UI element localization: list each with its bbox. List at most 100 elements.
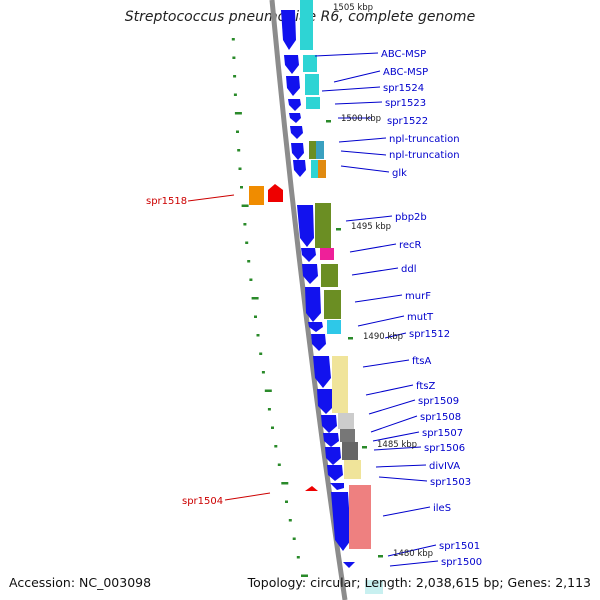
gene-arrow — [297, 205, 314, 247]
gene-arrow — [288, 99, 301, 111]
tick-mark — [232, 56, 236, 59]
gene-arrow — [305, 287, 321, 322]
gene-label: ABC-MSP — [383, 67, 428, 78]
tick-mark — [296, 556, 300, 559]
scale-label: 1485 kbp — [377, 440, 417, 450]
tick-mark — [259, 352, 263, 355]
gene-label: spr1504 — [182, 496, 223, 507]
gene-label: mutT — [407, 312, 434, 323]
tick-mark — [326, 120, 331, 123]
feature-box — [309, 141, 316, 159]
gene-arrow — [301, 248, 316, 262]
gene-arrow — [268, 184, 283, 202]
gene-label: spr1509 — [418, 396, 459, 407]
feature-box — [321, 264, 338, 287]
gene-label: murF — [405, 291, 431, 302]
feature-box — [316, 141, 324, 159]
gene-arrow — [302, 264, 318, 284]
tick-mark — [261, 371, 265, 374]
gene-label: spr1524 — [383, 83, 424, 94]
tick-marks — [231, 38, 383, 577]
gene-label: ileS — [433, 503, 451, 514]
gene-label: ftsA — [412, 356, 431, 367]
tick-mark — [231, 38, 235, 41]
gene-arrow — [289, 113, 301, 123]
tick-mark — [234, 112, 242, 115]
tick-mark — [238, 167, 242, 170]
feature-box — [332, 356, 348, 413]
tick-mark — [241, 204, 249, 207]
gene-label: ftsZ — [416, 381, 435, 392]
gene-arrow — [293, 160, 306, 177]
right-gene-labels: ABC-MSP ABC-MSP spr1524 spr1523 spr1522 … — [381, 49, 482, 568]
tick-mark — [233, 75, 237, 78]
gene-label: npl-truncation — [389, 150, 460, 161]
left-gene-labels: spr1518 spr1504 — [146, 196, 223, 507]
tick-mark — [247, 260, 251, 263]
gene-label: spr1506 — [424, 443, 465, 454]
gene-label: spr1512 — [409, 329, 450, 340]
gene-label: spr1503 — [430, 477, 471, 488]
gene-label: spr1508 — [420, 412, 461, 423]
topology-text: Topology: circular; Length: 2,038,615 bp… — [247, 575, 591, 590]
gene-label: spr1518 — [146, 196, 187, 207]
tick-mark — [301, 574, 308, 577]
feature-box — [305, 74, 319, 95]
tick-mark — [240, 186, 243, 189]
scale-label: 1480 kbp — [393, 549, 433, 559]
genome-backbone — [269, 0, 348, 600]
gene-arrow — [290, 126, 303, 139]
feature-box — [311, 160, 318, 178]
scale-label: 1495 kbp — [351, 222, 391, 232]
feature-box — [324, 290, 341, 319]
feature-box — [303, 55, 317, 72]
gene-arrow — [327, 465, 343, 481]
gene-arrow — [281, 10, 296, 50]
gene-label: glk — [392, 168, 407, 179]
feature-box — [342, 442, 358, 460]
tick-mark — [285, 500, 288, 503]
tick-mark — [264, 389, 272, 392]
feature-box — [349, 485, 371, 549]
tick-mark — [256, 334, 260, 337]
tick-mark — [243, 223, 247, 226]
gene-arrow — [317, 389, 334, 414]
forward-gene-arrows — [281, 10, 355, 568]
tick-mark — [274, 445, 278, 448]
feature-box — [327, 320, 341, 334]
gene-arrow — [308, 322, 323, 332]
tick-mark — [281, 482, 289, 485]
gene-label: spr1501 — [439, 541, 480, 552]
scale-label: 1505 kbp — [333, 3, 373, 13]
gene-label: pbp2b — [395, 212, 427, 223]
gene-label: spr1500 — [441, 557, 482, 568]
gene-arrow — [343, 562, 355, 568]
gene-label: spr1523 — [385, 98, 426, 109]
tick-mark — [251, 297, 259, 300]
gene-arrow — [330, 483, 344, 490]
gene-arrow — [286, 76, 300, 96]
gene-label: ddl — [401, 264, 416, 275]
feature-box — [306, 97, 320, 109]
tick-mark — [292, 537, 296, 540]
feature-box — [300, 0, 313, 50]
tick-mark — [348, 337, 353, 340]
tick-mark — [336, 228, 341, 231]
left-connectors — [187, 194, 271, 501]
tick-mark — [288, 519, 292, 522]
scale-label: 1500 kbp — [341, 114, 381, 124]
tick-mark — [254, 315, 257, 318]
gene-label: npl-truncation — [389, 134, 460, 145]
tick-mark — [237, 149, 241, 152]
gene-arrow — [323, 433, 339, 447]
gene-arrow — [331, 492, 351, 551]
gene-arrow — [284, 55, 299, 74]
gene-arrow — [311, 334, 326, 351]
tick-mark — [236, 130, 239, 133]
feature-boxes — [300, 0, 383, 594]
tick-mark — [245, 241, 249, 244]
gene-arrow — [321, 415, 337, 433]
scale-label: 1490 kbp — [363, 332, 403, 342]
tick-mark — [277, 463, 281, 466]
